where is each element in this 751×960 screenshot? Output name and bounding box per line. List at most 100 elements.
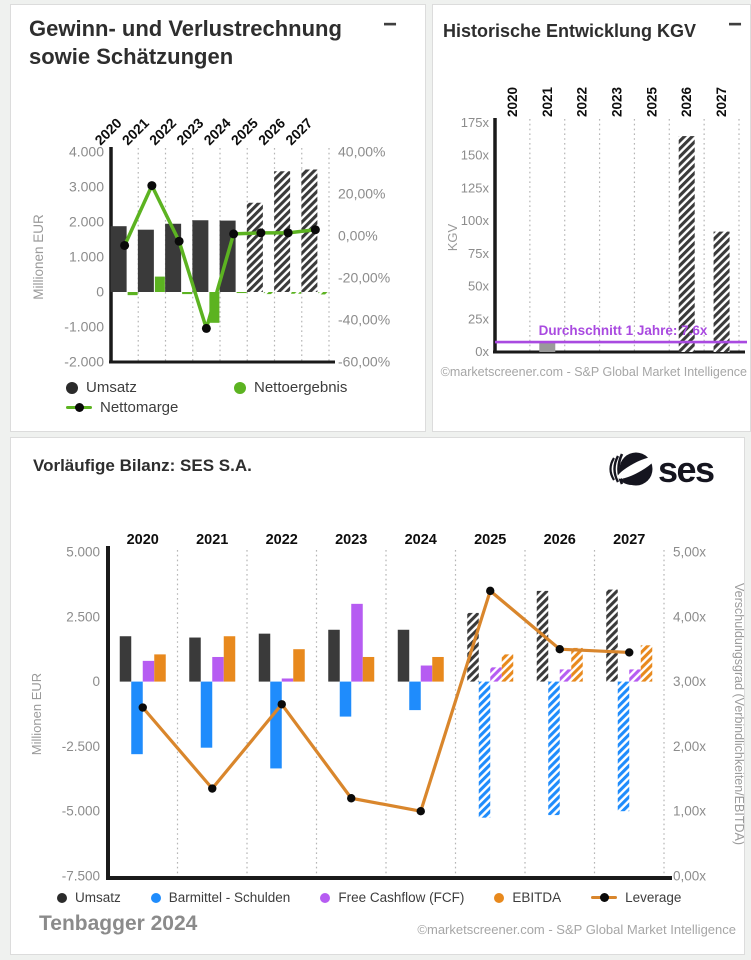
y-tick-left: 4.000 (69, 144, 104, 160)
leverage-line-icon (591, 893, 618, 902)
y-tick-left: -2.500 (62, 739, 100, 754)
logo-text: ses (658, 449, 714, 490)
y-tick-right: 40,00% (338, 144, 385, 160)
x-label-2026: 2026 (679, 86, 694, 117)
bar-nettoergebnis-2027 (318, 292, 329, 295)
y-tick-left: 3.000 (69, 179, 104, 195)
legend-label: Umsatz (75, 890, 121, 905)
bar-nettoergebnis-2020 (127, 292, 138, 296)
bar-umsatz-2025 (246, 202, 263, 292)
balance-footer-credit: ©marketscreener.com - S&P Global Market … (417, 922, 736, 937)
bar-kgv-2021 (539, 342, 556, 352)
y-tick-right: 2,00x (673, 739, 706, 754)
bar-ebitda-2021 (223, 636, 236, 682)
logo-swoosh (617, 457, 655, 479)
legend-label: Barmittel - Schulden (168, 890, 291, 905)
pnl-legend: Umsatz Nettoergebnis Nettomarge (66, 379, 347, 416)
y-tick: 75x (468, 246, 489, 261)
umsatz-dot-icon (57, 892, 67, 903)
bar-free-cashflow-fcf-2023 (351, 603, 363, 682)
legend-label: EBITDA (512, 890, 562, 905)
balance-card-title: Vorläufige Bilanz: SES S.A. (33, 456, 252, 475)
leverage-point-2023 (347, 794, 356, 803)
nettomarge-point-2024 (229, 229, 239, 239)
y-tick-left: 2.500 (66, 609, 100, 624)
x-label-2020: 2020 (127, 532, 159, 548)
barmittel-dot-icon (150, 892, 161, 903)
logo-arc-3 (617, 453, 624, 485)
y-tick-right: 4,00x (673, 609, 706, 624)
y-tick-right: 1,00x (673, 804, 706, 819)
bar-umsatz-2020 (119, 636, 132, 682)
x-label-2021: 2021 (119, 115, 152, 148)
y-axis-label-right: Verschuldungsgrad (Verbindlichkeiten/EBI… (732, 583, 745, 845)
legend-label: Nettomarge (100, 399, 179, 416)
bar-free-cashflow-fcf-2020 (142, 660, 155, 682)
legend-item-fcf: Free Cashflow (FCF) (320, 890, 464, 905)
y-tick-left: -2.000 (64, 354, 104, 370)
bar-nettoergebnis-2023 (209, 292, 220, 323)
y-tick-left: 0 (96, 284, 104, 300)
nettomarge-point-2021 (147, 181, 157, 191)
bar-umsatz-2023 (328, 629, 340, 682)
y-tick-right: 0,00% (338, 228, 378, 244)
balance-chart: 5.000 2.500 0 -2.500 -5.000 -7.500 5,00x 4,00x 3… (29, 532, 745, 884)
leverage-point-2020 (138, 703, 147, 712)
x-label-2026: 2026 (255, 115, 288, 148)
collapse-icon[interactable]: − (382, 11, 397, 38)
fcf-dot-icon (320, 892, 331, 903)
y-tick: 175x (461, 115, 490, 130)
nettomarge-point-2026 (283, 228, 293, 238)
y-tick: 100x (461, 213, 490, 228)
bar-ebitda-2025 (501, 654, 514, 682)
bar-barmittel-schulden-2021 (200, 681, 213, 748)
bar-free-cashflow-fcf-2024 (420, 665, 433, 682)
y-tick: 25x (468, 311, 489, 326)
bar-nettoergebnis-2024 (236, 292, 247, 294)
y-tick-right: 3,00x (673, 674, 706, 689)
bar-ebitda-2020 (154, 654, 166, 682)
x-label-2025: 2025 (228, 115, 261, 148)
legend-label: Leverage (625, 890, 682, 905)
balance-card: Vorläufige Bilanz: SES S.A. ses 5.000 2.5… (10, 437, 745, 955)
bar-umsatz-2023 (192, 220, 209, 292)
bar-ebitda-2026 (571, 647, 583, 682)
leverage-point-2025 (486, 586, 495, 596)
legend-item-umsatz: Umsatz (57, 890, 121, 905)
x-label-2024: 2024 (200, 115, 233, 148)
bar-barmittel-schulden-2027 (617, 681, 630, 812)
legend-item-umsatz: Umsatz (66, 379, 234, 396)
pnl-title-line2: sowie Schätzungen (29, 44, 234, 69)
bar-ebitda-2022 (293, 649, 305, 682)
x-label-2020: 2020 (91, 115, 124, 148)
nettomarge-point-2025 (256, 228, 266, 238)
legend-item-nettomarge: Nettomarge (66, 399, 234, 416)
y-tick-left: 5.000 (66, 545, 100, 560)
x-label-2022: 2022 (575, 87, 590, 117)
kgv-card-title: Historische Entwicklung KGV (443, 21, 697, 41)
bar-umsatz-2027 (606, 589, 618, 682)
x-label-2025: 2025 (644, 86, 659, 117)
legend-label: Free Cashflow (FCF) (338, 890, 465, 905)
legend-item-nettoergebnis: Nettoergebnis (234, 379, 347, 396)
x-label-2027: 2027 (613, 532, 645, 548)
pnl-card: Gewinn- und Verlustrechnung sowie Schätz… (10, 4, 426, 432)
legend-item-ebitda: EBITDA (494, 890, 561, 905)
nettomarge-line-icon (66, 403, 92, 412)
x-label-2021: 2021 (196, 532, 228, 548)
bar-barmittel-schulden-2024 (409, 681, 421, 711)
y-tick: 125x (461, 180, 490, 195)
collapse-icon[interactable]: − (727, 11, 742, 38)
bar-umsatz-2022 (165, 223, 182, 292)
average-line-label: Durchschnitt 1 Jahre: 7.6x (539, 323, 708, 338)
y-tick-right: 0,00x (673, 869, 706, 884)
x-label-2027: 2027 (714, 87, 729, 117)
nettomarge-point-2023 (201, 323, 211, 333)
legend-item-leverage: Leverage (591, 890, 681, 905)
kgv-chart: 175x 150x 125x 100x 75x 50x 25x 0x KGV 2020 2021 20… (445, 86, 747, 359)
leverage-point-2024 (416, 807, 425, 816)
balance-legend: Umsatz Barmittel - Schulden Free Cashflo… (57, 890, 681, 905)
y-axis-label: KGV (445, 223, 460, 251)
nettomarge-point-2022 (174, 236, 184, 246)
bar-umsatz-2021 (137, 229, 154, 292)
